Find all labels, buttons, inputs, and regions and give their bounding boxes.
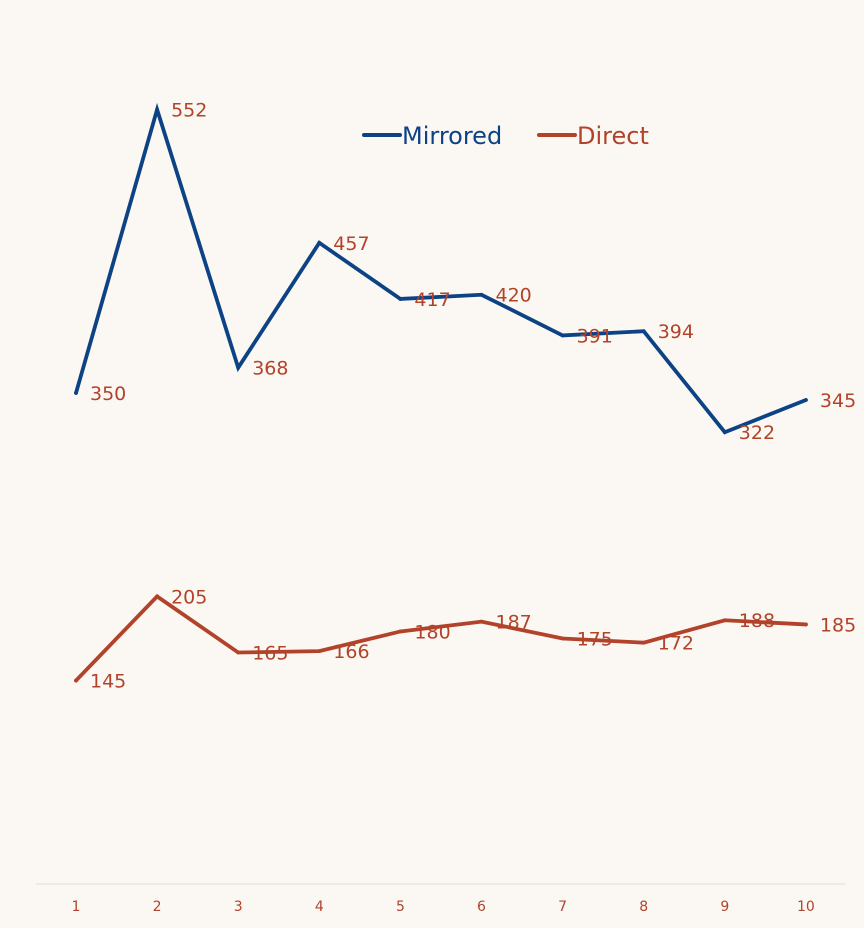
x-tick-label: 8: [639, 899, 648, 915]
data-label: 345: [820, 390, 856, 412]
data-label: 420: [496, 285, 532, 307]
data-label: 188: [739, 610, 775, 632]
data-point: [317, 649, 322, 654]
data-point: [560, 333, 565, 338]
data-point: [722, 618, 727, 623]
data-label: 457: [333, 233, 369, 255]
data-point: [155, 107, 160, 112]
data-point: [479, 292, 484, 297]
data-point: [804, 398, 808, 402]
series-line-mirrored: [74, 102, 808, 435]
data-label: 180: [414, 621, 450, 643]
x-tick-label: 10: [797, 899, 815, 915]
data-point: [398, 629, 403, 634]
x-tick-label: 6: [477, 899, 486, 915]
data-point: [236, 365, 241, 370]
data-label: 205: [171, 586, 207, 608]
data-label: 552: [171, 100, 207, 122]
data-label: 368: [252, 358, 288, 380]
data-point: [722, 430, 727, 435]
data-label: 175: [577, 628, 613, 650]
data-point: [74, 678, 78, 683]
data-point: [560, 636, 565, 641]
data-point: [398, 297, 403, 301]
data-point: [155, 594, 160, 599]
series-line-direct: [74, 593, 808, 683]
x-tick-label: 4: [315, 899, 324, 915]
legend-label-mirrored: Mirrored: [402, 122, 502, 150]
x-tick-label: 7: [558, 899, 567, 915]
x-tick-label: 1: [72, 899, 81, 915]
data-point: [236, 650, 241, 655]
data-point: [641, 329, 646, 334]
data-label: 187: [496, 612, 532, 634]
data-point: [317, 240, 322, 245]
data-label: 391: [577, 325, 613, 347]
x-tick-label: 5: [396, 899, 405, 915]
legend-label-direct: Direct: [577, 122, 649, 150]
x-tick-label: 3: [234, 899, 243, 915]
data-point: [479, 619, 484, 624]
x-tick-label: 9: [720, 899, 729, 915]
data-label: 322: [739, 422, 775, 444]
data-label: 417: [414, 289, 450, 311]
data-label: 165: [252, 643, 288, 665]
data-label: 145: [90, 671, 126, 693]
x-tick-label: 2: [153, 899, 162, 915]
data-label: 185: [820, 614, 856, 636]
data-point: [804, 622, 808, 627]
data-label: 166: [333, 641, 369, 663]
data-point: [641, 640, 646, 645]
data-label: 350: [90, 383, 126, 405]
data-point: [74, 391, 78, 395]
data-label: 394: [658, 321, 694, 343]
data-label: 172: [658, 633, 694, 655]
